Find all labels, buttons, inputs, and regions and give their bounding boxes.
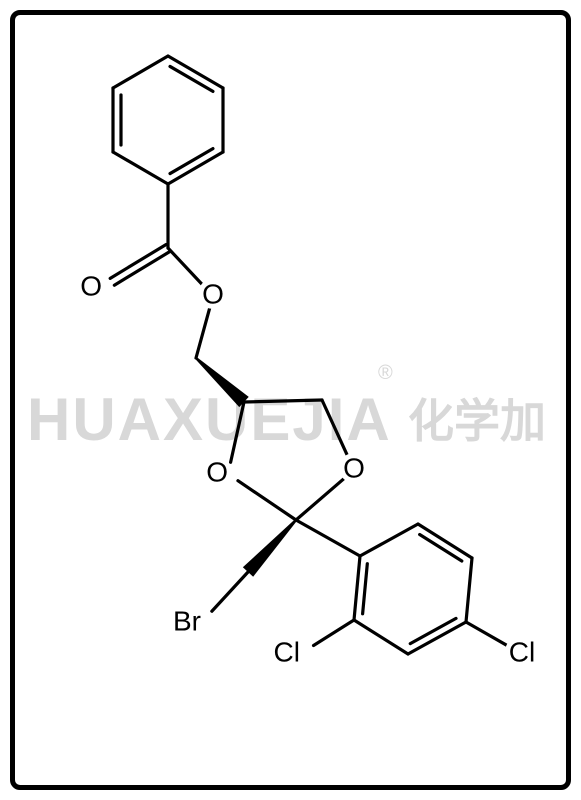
svg-text:O: O: [80, 270, 102, 301]
svg-text:Cl: Cl: [274, 636, 300, 667]
svg-text:O: O: [206, 456, 228, 487]
molecule-structure: OOOOOOOOBrBrClClClCl: [0, 0, 581, 800]
svg-text:Br: Br: [173, 605, 201, 636]
svg-text:Cl: Cl: [509, 636, 535, 667]
svg-text:O: O: [343, 452, 365, 483]
svg-text:O: O: [202, 278, 224, 309]
